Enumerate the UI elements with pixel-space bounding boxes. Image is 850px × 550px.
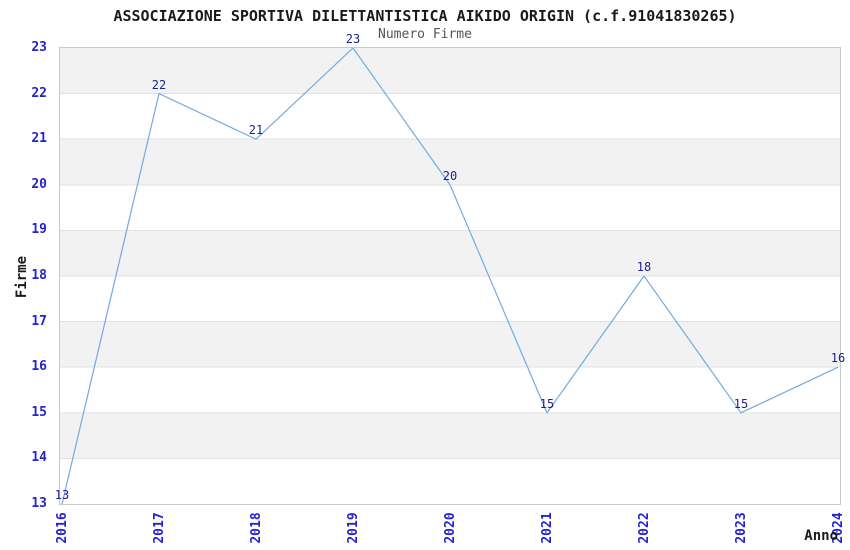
data-point-label: 18 xyxy=(636,260,652,274)
background-band xyxy=(60,230,840,276)
x-tick-label: 2017 xyxy=(151,512,167,544)
y-tick-label: 17 xyxy=(31,313,47,329)
data-point-label: 23 xyxy=(345,32,361,46)
y-tick-label: 21 xyxy=(31,131,47,147)
data-line xyxy=(61,48,839,504)
y-tick-label: 16 xyxy=(31,359,47,375)
data-point-label: 13 xyxy=(54,488,70,502)
plot-area xyxy=(59,47,841,505)
data-point-label: 20 xyxy=(442,168,458,183)
y-tick-label: 18 xyxy=(31,268,47,283)
data-point-label: 15 xyxy=(539,396,555,411)
y-tick-label: 20 xyxy=(31,176,47,192)
chart-subtitle: Numero Firme xyxy=(378,27,472,42)
background-band xyxy=(60,321,840,368)
data-point-label: 16 xyxy=(830,351,846,366)
x-tick-label: 2018 xyxy=(248,512,264,544)
x-tick-label: 2020 xyxy=(442,512,458,544)
y-tick-label: 13 xyxy=(31,496,47,511)
x-axis-title: Anno xyxy=(804,528,838,544)
background-band xyxy=(60,139,840,185)
chart-title: ASSOCIAZIONE SPORTIVA DILETTANTISTICA AI… xyxy=(113,7,737,25)
plot-svg xyxy=(60,48,840,504)
x-tick-label: 2016 xyxy=(54,512,70,544)
y-tick-label: 19 xyxy=(31,222,47,238)
x-tick-label: 2023 xyxy=(733,512,749,544)
data-point-label: 21 xyxy=(248,123,264,138)
y-tick-label: 22 xyxy=(31,85,47,101)
x-tick-label: 2019 xyxy=(345,512,361,544)
y-tick-label: 23 xyxy=(31,40,47,55)
x-tick-label: 2022 xyxy=(636,512,652,544)
background-band xyxy=(60,412,840,459)
data-point-label: 15 xyxy=(733,396,749,411)
data-point-label: 22 xyxy=(151,77,167,92)
y-tick-label: 15 xyxy=(31,404,47,420)
background-band xyxy=(60,48,840,94)
y-tick-label: 14 xyxy=(31,450,47,466)
x-tick-label: 2021 xyxy=(539,512,555,544)
